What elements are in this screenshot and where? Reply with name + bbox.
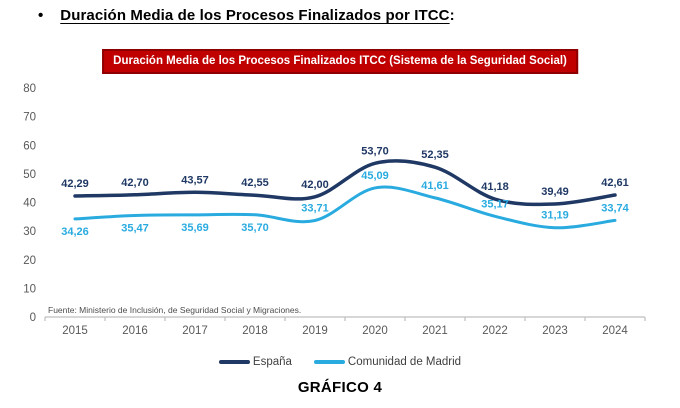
- bullet-icon: •: [38, 7, 44, 24]
- data-label: 43,57: [181, 174, 209, 186]
- y-axis-label: 30: [23, 226, 36, 238]
- x-axis-label: 2020: [362, 325, 388, 337]
- legend-label-madrid: Comunidad de Madrid: [347, 356, 462, 368]
- data-label: 42,55: [241, 177, 269, 189]
- line-chart: 80 70 60 50 40 30 20 10 0 2015 2016 2017 2018 2019 202…: [23, 83, 646, 337]
- data-label: 34,26: [61, 226, 89, 238]
- x-axis-label: 2017: [182, 325, 208, 337]
- data-label: 52,35: [421, 149, 449, 161]
- x-axis-label: 2018: [242, 325, 268, 337]
- x-axis-label: 2016: [122, 325, 148, 337]
- y-axis-label: 50: [23, 169, 36, 181]
- source-note: Fuente: Ministerio de Inclusión, de Segu…: [48, 305, 301, 315]
- x-axis-label: 2015: [62, 325, 88, 337]
- y-axis-label: 70: [23, 112, 36, 124]
- y-axis-label: 60: [23, 140, 36, 152]
- data-label: 35,69: [181, 222, 209, 234]
- x-axis-label: 2022: [482, 325, 508, 337]
- page-title-text: Duración Media de los Procesos Finalizad…: [60, 7, 450, 24]
- data-label: 31,19: [541, 210, 569, 222]
- series-line-madrid: [73, 185, 617, 230]
- page-title-colon: :: [449, 7, 455, 24]
- legend-item-espana: España: [218, 356, 292, 368]
- data-label: 35,17: [481, 198, 509, 210]
- data-label: 41,18: [481, 181, 509, 193]
- chart-title-banner: Duración Media de los Procesos Finalizad…: [102, 49, 578, 74]
- madrid-line-swatch: [313, 360, 345, 364]
- chart-legend: España Comunidad de Madrid: [0, 356, 680, 368]
- y-axis-label: 10: [23, 283, 36, 295]
- x-axis-label: 2024: [602, 325, 628, 337]
- y-axis-label: 80: [23, 83, 36, 95]
- series-line-espana: [73, 159, 617, 207]
- page-title: • Duración Media de los Procesos Finaliz…: [38, 7, 455, 24]
- data-label: 42,29: [61, 178, 89, 190]
- x-axis-label: 2021: [422, 325, 448, 337]
- data-label: 41,61: [421, 180, 449, 192]
- data-label: 39,49: [541, 186, 569, 198]
- legend-label-espana: España: [252, 356, 292, 368]
- data-label: 53,70: [361, 145, 389, 157]
- y-axis-label: 0: [30, 312, 36, 324]
- data-label: 33,71: [301, 203, 329, 215]
- x-axis-label: 2023: [542, 325, 568, 337]
- y-axis-label: 20: [23, 255, 36, 267]
- data-label: 42,61: [601, 177, 629, 189]
- data-label: 45,09: [361, 170, 389, 182]
- data-label: 33,74: [601, 202, 629, 214]
- data-label: 35,70: [241, 222, 269, 234]
- data-label: 42,00: [301, 179, 329, 191]
- x-axis-label: 2019: [302, 325, 328, 337]
- espana-line-swatch: [218, 360, 250, 364]
- figure-caption: GRÁFICO 4: [297, 379, 383, 396]
- data-label: 42,70: [121, 177, 149, 189]
- y-axis-label: 40: [23, 198, 36, 210]
- legend-item-madrid: Comunidad de Madrid: [313, 356, 462, 368]
- data-label: 35,47: [121, 222, 149, 234]
